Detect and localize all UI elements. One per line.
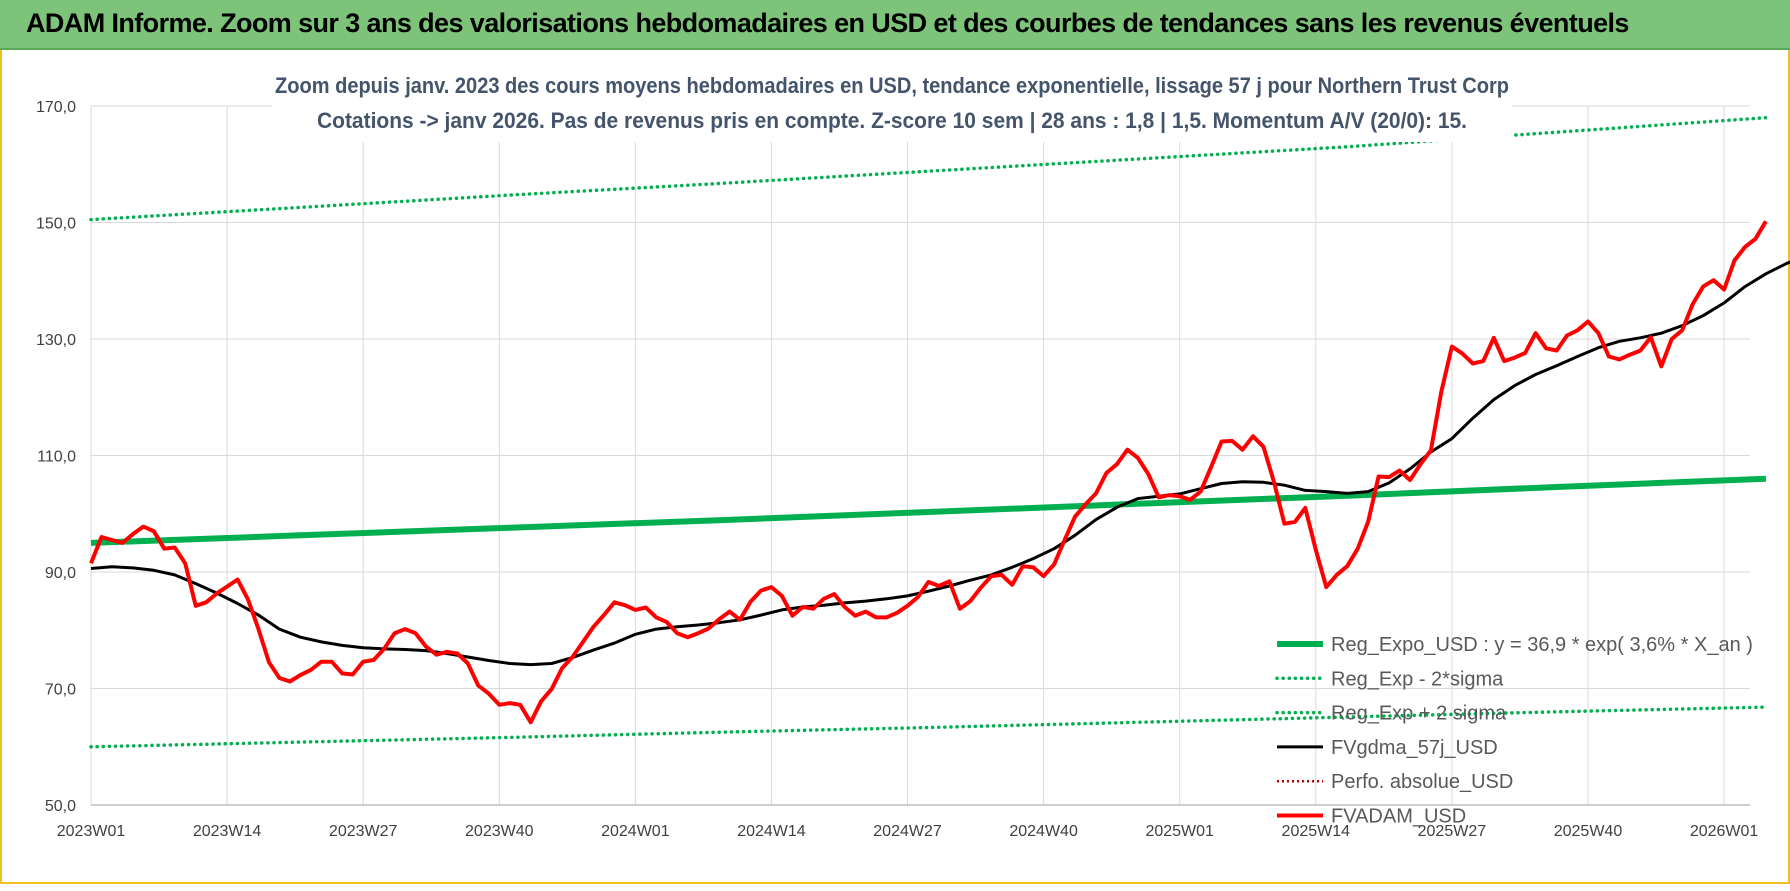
x-tick-label: 2023W40 xyxy=(465,823,534,840)
x-tick-label: 2025W01 xyxy=(1145,823,1214,840)
y-tick-label: 70,0 xyxy=(45,682,76,699)
axis-layer: 50,0 70,0 90,0 110,0 130,0 150,0 170,0 2023W01 2… xyxy=(36,99,1758,840)
x-tick-label: 2025W40 xyxy=(1554,823,1623,840)
regression-series xyxy=(90,475,1767,546)
legend-label: Reg_Exp - 2*sigma xyxy=(1331,668,1504,690)
report-title: ADAM Informe. Zoom sur 3 ans des valoris… xyxy=(26,8,1629,38)
x-tick-label: 2024W14 xyxy=(737,823,806,840)
x-tick-label: 2024W01 xyxy=(601,823,670,840)
x-tick-label: 2023W01 xyxy=(57,823,126,840)
report-banner: ADAM Informe. Zoom sur 3 ans des valoris… xyxy=(0,0,1790,50)
legend-label: FVgdma_57j_USD xyxy=(1331,737,1498,759)
y-tick-label: 150,0 xyxy=(36,216,76,233)
price-series xyxy=(89,220,1768,725)
legend-label: Reg_Expo_USD : y = 36,9 * exp( 3,6% * X_… xyxy=(1331,634,1753,656)
x-tick-label: 2024W27 xyxy=(873,823,942,840)
trend-chart: 50,0 70,0 90,0 110,0 130,0 150,0 170,0 2023W01 2… xyxy=(36,60,1790,840)
lower-band-series xyxy=(89,705,1768,749)
legend-label: FVADAM_USD xyxy=(1331,806,1466,828)
y-tick-label: 170,0 xyxy=(36,99,76,116)
x-tick-label: 2023W14 xyxy=(193,823,262,840)
y-tick-label: 50,0 xyxy=(45,798,76,815)
grid-layer xyxy=(90,105,1750,806)
x-tick-label: 2024W40 xyxy=(1009,823,1078,840)
legend-label: Perfo. absolue_USD xyxy=(1331,771,1513,793)
chart-area: 50,0 70,0 90,0 110,0 130,0 150,0 170,0 2023W01 2… xyxy=(0,50,1790,886)
x-tick-label: 2025W14 xyxy=(1282,823,1351,840)
title-backdrop xyxy=(272,60,1512,142)
x-tick-label: 2025W27 xyxy=(1418,823,1487,840)
x-tick-label: 2023W27 xyxy=(329,823,398,840)
legend-label: Reg_Exp + 2 sigma xyxy=(1331,703,1507,725)
chart-title: Zoom depuis janv. 2023 des cours moyens … xyxy=(275,73,1509,98)
y-tick-label: 130,0 xyxy=(36,332,76,349)
legend: Reg_Expo_USD : y = 36,9 * exp( 3,6% * X_… xyxy=(1275,634,1753,828)
y-tick-label: 90,0 xyxy=(45,565,76,582)
moving-average-series xyxy=(90,260,1790,667)
x-tick-label: 2026W01 xyxy=(1690,823,1759,840)
y-tick-label: 110,0 xyxy=(37,449,76,466)
chart-subtitle: Cotations -> janv 2026. Pas de revenus p… xyxy=(317,108,1467,133)
